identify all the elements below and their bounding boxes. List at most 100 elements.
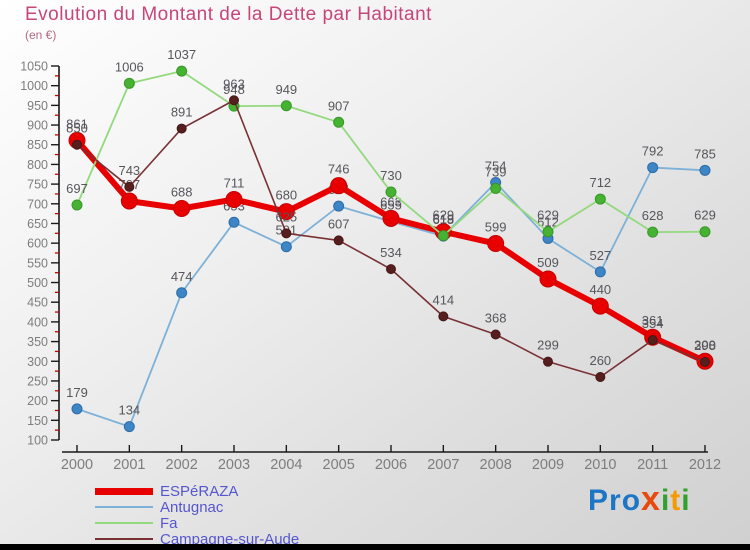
data-point-label-antugnac: 527	[589, 248, 611, 263]
data-point-label-antugnac: 474	[171, 269, 193, 284]
data-point-campagne-sur-aude	[72, 139, 82, 150]
x-axis-tick-label: 2006	[375, 457, 407, 473]
data-point-label-antugnac: 612	[537, 214, 559, 229]
y-axis-tick-label: 500	[27, 276, 48, 290]
y-axis-tick-label: 200	[27, 394, 48, 408]
data-point-fa	[490, 182, 502, 194]
legend-item-esperaza: ESPéRAZA	[95, 482, 299, 500]
data-point-campagne-sur-aude	[385, 264, 396, 275]
data-point-antugnac	[333, 200, 345, 212]
data-point-label-campagne-sur-aude: 850	[66, 121, 88, 136]
data-point-label-esperaza: 746	[328, 162, 350, 177]
data-point-label-fa: 730	[380, 168, 402, 183]
x-axis-tick-label: 2007	[427, 457, 459, 473]
data-point-label-fa: 739	[485, 164, 507, 179]
data-point-antugnac	[176, 287, 188, 299]
data-point-esperaza	[173, 200, 191, 218]
data-point-label-esperaza: 688	[171, 185, 193, 200]
data-point-label-campagne-sur-aude: 534	[380, 245, 402, 260]
data-point-fa	[280, 100, 292, 112]
y-axis-tick-label: 950	[27, 99, 48, 113]
data-point-label-antugnac: 179	[66, 385, 88, 400]
data-point-label-antugnac: 785	[694, 146, 716, 161]
data-point-fa	[333, 116, 345, 128]
logo-letter: P	[588, 484, 610, 517]
bottom-bar	[0, 544, 750, 550]
data-point-label-campagne-sur-aude: 607	[328, 216, 350, 231]
y-axis-tick-label: 250	[27, 374, 48, 388]
legend-swatch-fa	[95, 522, 153, 524]
data-point-antugnac	[123, 421, 135, 433]
data-point-label-fa: 949	[275, 82, 297, 97]
y-axis-tick-label: 100	[27, 434, 48, 448]
logo-letter: r	[609, 484, 622, 517]
data-point-campagne-sur-aude	[176, 123, 187, 134]
legend-swatch-campagne-sur-aude	[95, 538, 153, 540]
proxiti-logo: Proxiti	[588, 482, 691, 518]
data-point-campagne-sur-aude	[281, 228, 292, 239]
data-point-fa	[385, 186, 397, 198]
data-point-label-esperaza: 300	[694, 337, 716, 352]
data-point-antugnac	[280, 241, 292, 253]
data-point-label-fa: 1006	[115, 59, 144, 74]
data-point-campagne-sur-aude	[333, 235, 344, 246]
data-point-campagne-sur-aude	[490, 329, 501, 340]
chart-legend: ESPéRAZA Antugnac Fa Campagne-sur-Aude	[95, 482, 299, 548]
data-point-label-campagne-sur-aude: 414	[432, 292, 454, 307]
data-point-fa	[699, 226, 711, 238]
x-axis-tick-label: 2009	[532, 457, 564, 473]
data-point-esperaza	[225, 190, 243, 208]
data-point-fa	[176, 65, 188, 77]
data-point-esperaza	[591, 297, 609, 315]
data-point-label-esperaza: 361	[642, 313, 664, 328]
y-axis-tick-label: 900	[27, 119, 48, 133]
legend-label-esperaza: ESPéRAZA	[160, 482, 239, 500]
data-point-campagne-sur-aude	[228, 95, 239, 106]
data-point-esperaza	[330, 177, 348, 195]
data-point-fa	[437, 230, 449, 242]
data-point-antugnac	[71, 403, 83, 415]
data-point-esperaza	[539, 270, 557, 288]
data-point-esperaza	[382, 209, 400, 227]
data-point-label-fa: 619	[432, 212, 454, 227]
data-point-fa	[647, 226, 659, 238]
data-point-antugnac	[699, 164, 711, 176]
chart-subtitle: (en €)	[25, 28, 57, 42]
data-point-campagne-sur-aude	[438, 311, 449, 322]
data-point-label-fa: 628	[642, 208, 664, 223]
chart-title: Evolution du Montant de la Dette par Hab…	[25, 4, 432, 25]
data-point-label-campagne-sur-aude: 298	[694, 338, 716, 353]
y-axis-tick-label: 550	[27, 256, 48, 270]
data-point-label-esperaza: 629	[432, 208, 454, 223]
data-point-label-campagne-sur-aude: 299	[537, 338, 559, 353]
data-point-label-fa: 697	[66, 181, 88, 196]
y-axis-tick-label: 700	[27, 197, 48, 211]
x-axis-tick-label: 2012	[689, 457, 721, 473]
data-point-label-antugnac: 754	[485, 159, 507, 174]
data-point-antugnac	[228, 216, 240, 228]
data-point-label-esperaza: 711	[224, 175, 245, 190]
logo-letter: t	[670, 484, 682, 517]
data-point-label-fa: 712	[589, 175, 611, 190]
legend-label-antugnac: Antugnac	[160, 498, 224, 516]
data-point-esperaza	[487, 235, 505, 253]
data-point-label-campagne-sur-aude: 743	[118, 163, 140, 178]
data-point-label-fa: 629	[694, 208, 716, 223]
data-point-campagne-sur-aude	[595, 372, 606, 383]
x-axis-tick-label: 2003	[218, 457, 250, 473]
legend-item-antugnac: Antugnac	[95, 498, 299, 516]
legend-label-fa: Fa	[160, 514, 178, 532]
data-point-label-campagne-sur-aude: 354	[642, 316, 664, 331]
data-point-label-antugnac: 655	[380, 198, 402, 213]
y-axis-tick-label: 1000	[20, 79, 48, 93]
legend-swatch-antugnac	[95, 506, 153, 508]
data-point-label-fa: 948	[223, 82, 245, 97]
data-point-label-fa: 629	[537, 208, 559, 223]
data-point-campagne-sur-aude	[647, 335, 658, 346]
data-point-label-esperaza: 509	[537, 255, 559, 270]
data-point-fa	[123, 77, 135, 89]
debt-evolution-line-chart: 100 150 200 250 300 350 400 450 500 550 600 650 700 7…	[20, 47, 721, 473]
data-point-label-antugnac: 134	[118, 403, 140, 418]
x-axis-tick-label: 2005	[323, 457, 355, 473]
x-axis-tick-label: 2004	[270, 457, 302, 473]
